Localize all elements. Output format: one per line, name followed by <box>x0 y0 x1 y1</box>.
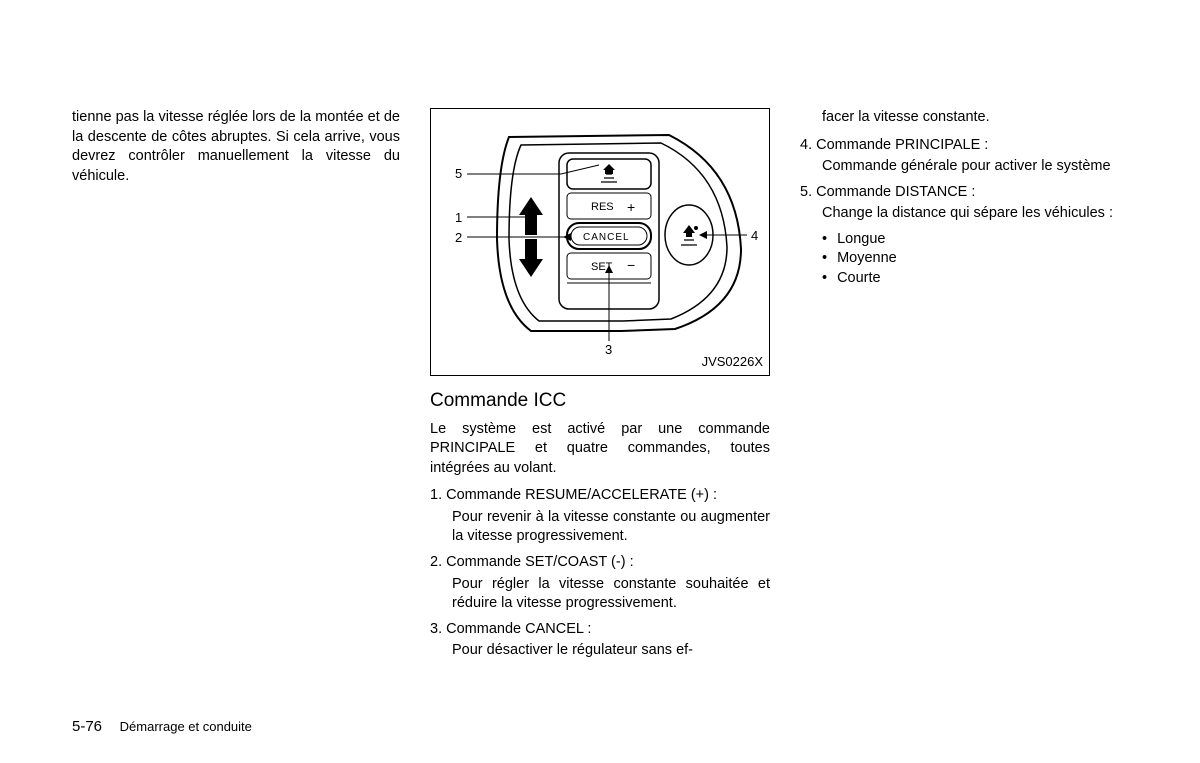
command-item-2: 2. Commande SET/COAST (-) : Pour régler … <box>430 553 770 614</box>
distance-short: Courte <box>822 269 1128 289</box>
command-item-4: 4. Commande PRINCIPALE : Commande généra… <box>800 136 1128 177</box>
command-item-1: 1. Commande RESUME/ACCELERATE (+) : Pour… <box>430 486 770 547</box>
svg-text:+: + <box>627 199 635 215</box>
distance-options: Longue Moyenne Courte <box>800 230 1128 289</box>
command-list-a: 1. Commande RESUME/ACCELERATE (+) : Pour… <box>430 486 770 661</box>
page-number: 5-76 <box>72 718 102 735</box>
command-item-5: 5. Commande DISTANCE : Change la distanc… <box>800 183 1128 224</box>
distance-long: Longue <box>822 230 1128 250</box>
page-content: tienne pas la vitesse réglée lors de la … <box>0 0 1200 667</box>
figure-diagram: RES + CANCEL SET − <box>430 108 770 376</box>
column-left: tienne pas la vitesse réglée lors de la … <box>72 108 400 667</box>
section-intro: Le système est activé par une commande P… <box>430 420 770 479</box>
steering-control-svg: RES + CANCEL SET − <box>431 109 767 371</box>
page-footer: 5-76 Démarrage et conduite <box>72 718 252 735</box>
command-item-3: 3. Commande CANCEL : Pour désactiver le … <box>430 620 770 661</box>
svg-text:RES: RES <box>591 201 614 213</box>
figure-code: JVS0226X <box>702 353 763 371</box>
continuation-text: facer la vitesse constante. <box>800 108 1128 128</box>
callout-4: 4 <box>751 227 758 245</box>
callout-5: 5 <box>455 165 462 183</box>
column-center: RES + CANCEL SET − <box>430 108 770 667</box>
callout-3: 3 <box>605 341 612 359</box>
distance-medium: Moyenne <box>822 249 1128 269</box>
svg-text:CANCEL: CANCEL <box>583 232 630 243</box>
callout-2: 2 <box>455 229 462 247</box>
section-name: Démarrage et conduite <box>120 719 252 734</box>
intro-paragraph: tienne pas la vitesse réglée lors de la … <box>72 108 400 186</box>
command-list-b: 4. Commande PRINCIPALE : Commande généra… <box>800 136 1128 224</box>
svg-text:−: − <box>627 257 635 273</box>
callout-1: 1 <box>455 209 462 227</box>
column-right: facer la vitesse constante. 4. Commande … <box>800 108 1128 667</box>
section-heading: Commande ICC <box>430 388 770 414</box>
